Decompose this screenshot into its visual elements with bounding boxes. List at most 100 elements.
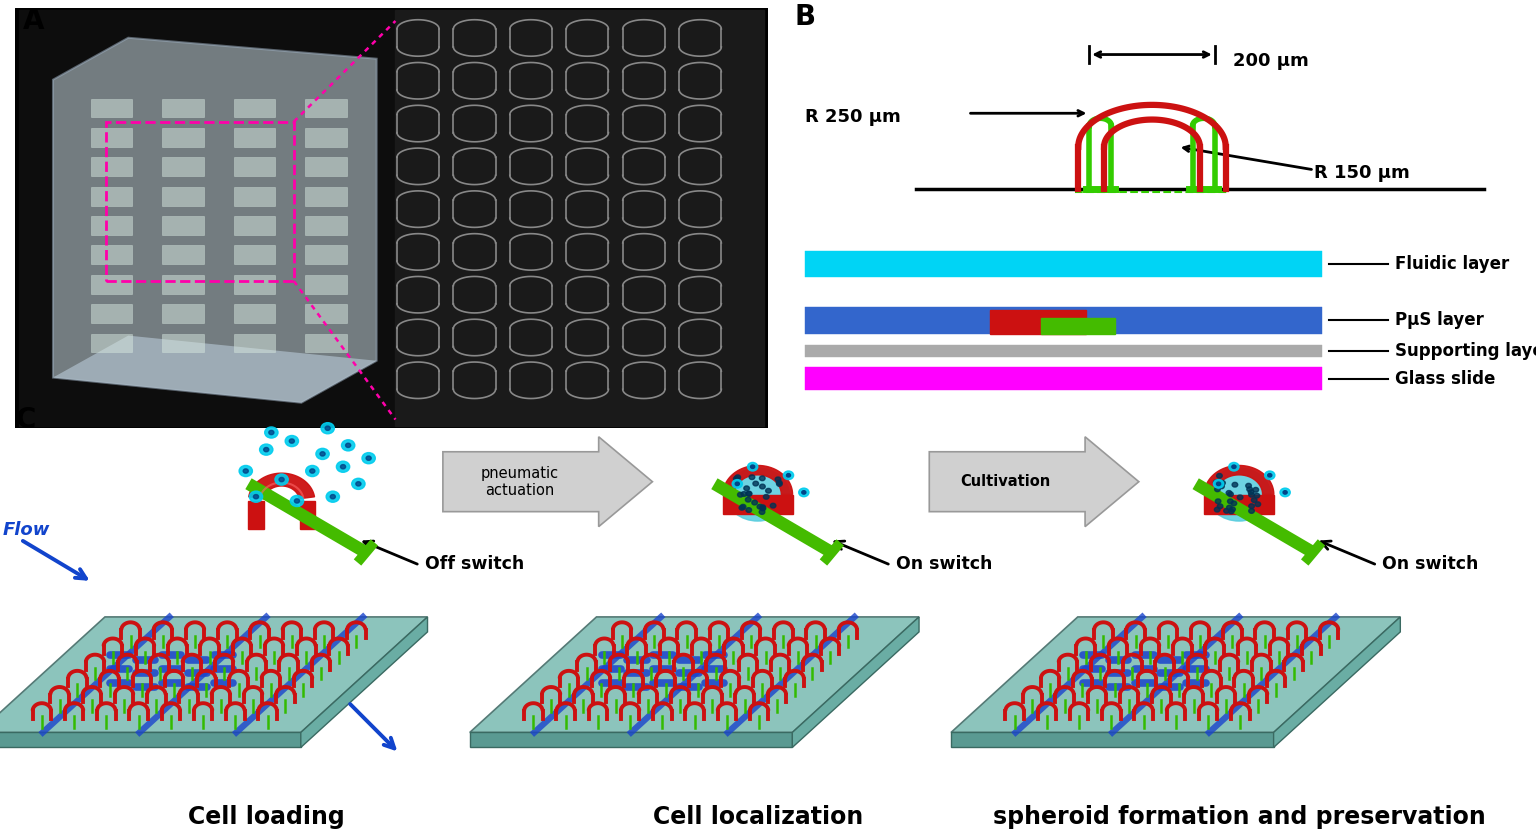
Polygon shape <box>793 617 919 748</box>
Bar <box>163 245 203 264</box>
Circle shape <box>737 492 743 497</box>
Circle shape <box>786 473 791 477</box>
Circle shape <box>1220 481 1226 485</box>
Circle shape <box>1253 493 1260 498</box>
Text: Off switch: Off switch <box>425 555 524 573</box>
Bar <box>233 186 275 206</box>
Circle shape <box>1227 499 1233 503</box>
Circle shape <box>280 477 284 482</box>
Circle shape <box>366 456 372 461</box>
Polygon shape <box>723 466 793 494</box>
Bar <box>306 304 347 323</box>
Bar <box>249 501 264 529</box>
Circle shape <box>260 444 273 456</box>
Circle shape <box>341 465 346 469</box>
Bar <box>989 310 1086 334</box>
Bar <box>91 334 132 352</box>
Circle shape <box>748 462 757 471</box>
Circle shape <box>760 505 765 509</box>
Polygon shape <box>0 617 427 732</box>
Circle shape <box>1226 491 1232 495</box>
Text: A: A <box>23 8 45 35</box>
Text: R 250 μm: R 250 μm <box>805 107 902 126</box>
Bar <box>163 186 203 206</box>
Bar <box>18 10 395 425</box>
Circle shape <box>356 482 361 486</box>
Bar <box>91 216 132 235</box>
Bar <box>233 158 275 176</box>
Bar <box>163 334 203 352</box>
Circle shape <box>269 430 273 435</box>
Circle shape <box>1246 483 1252 488</box>
Text: Cell loading: Cell loading <box>187 805 344 829</box>
Text: R 150 μm: R 150 μm <box>1315 164 1410 182</box>
Circle shape <box>1213 480 1220 485</box>
Circle shape <box>275 474 289 485</box>
Circle shape <box>776 480 782 485</box>
Polygon shape <box>52 38 376 403</box>
Text: Cell localization: Cell localization <box>653 805 863 829</box>
Bar <box>395 10 765 425</box>
Circle shape <box>733 480 742 488</box>
Circle shape <box>1217 473 1223 478</box>
Circle shape <box>286 435 298 446</box>
Circle shape <box>330 494 335 499</box>
Circle shape <box>802 491 806 494</box>
Polygon shape <box>52 336 376 403</box>
Circle shape <box>249 491 263 503</box>
Text: C: C <box>15 406 35 435</box>
Circle shape <box>1264 471 1275 480</box>
Bar <box>233 245 275 264</box>
Circle shape <box>341 440 355 451</box>
Bar <box>233 99 275 117</box>
Text: 200 μm: 200 μm <box>1233 52 1309 70</box>
Circle shape <box>739 505 745 510</box>
Circle shape <box>1249 492 1255 498</box>
Bar <box>163 128 203 147</box>
Circle shape <box>352 478 366 489</box>
Circle shape <box>295 499 300 503</box>
Circle shape <box>760 484 765 489</box>
Bar <box>91 304 132 323</box>
Circle shape <box>316 448 329 460</box>
Circle shape <box>1252 498 1256 503</box>
Text: B: B <box>794 3 816 31</box>
Circle shape <box>1229 462 1240 471</box>
Circle shape <box>1249 503 1255 508</box>
Circle shape <box>1224 508 1229 513</box>
Text: Fluidic layer: Fluidic layer <box>1395 255 1510 273</box>
Circle shape <box>1255 502 1261 507</box>
Circle shape <box>751 500 757 505</box>
Circle shape <box>1218 484 1224 488</box>
Polygon shape <box>1273 617 1401 748</box>
Circle shape <box>1230 501 1236 506</box>
Circle shape <box>799 488 809 497</box>
Polygon shape <box>0 732 301 748</box>
Circle shape <box>326 426 330 430</box>
Bar <box>723 494 793 513</box>
Circle shape <box>362 452 375 464</box>
Bar <box>306 158 347 176</box>
Circle shape <box>321 423 335 434</box>
Circle shape <box>1229 509 1233 513</box>
Circle shape <box>765 488 771 493</box>
Circle shape <box>757 504 763 509</box>
Bar <box>306 128 347 147</box>
Circle shape <box>306 466 319 477</box>
Polygon shape <box>951 617 1401 732</box>
FancyBboxPatch shape <box>929 437 1138 527</box>
Text: pneumatic
actuation: pneumatic actuation <box>481 466 559 498</box>
Circle shape <box>243 469 249 473</box>
Polygon shape <box>470 617 919 732</box>
Circle shape <box>759 509 765 514</box>
Circle shape <box>1217 504 1223 508</box>
Polygon shape <box>1204 466 1273 494</box>
Circle shape <box>734 478 740 482</box>
Text: Glass slide: Glass slide <box>1395 370 1496 388</box>
Bar <box>91 186 132 206</box>
Bar <box>233 128 275 147</box>
Circle shape <box>763 494 770 499</box>
Bar <box>233 274 275 294</box>
Bar <box>91 274 132 294</box>
Circle shape <box>776 477 780 482</box>
